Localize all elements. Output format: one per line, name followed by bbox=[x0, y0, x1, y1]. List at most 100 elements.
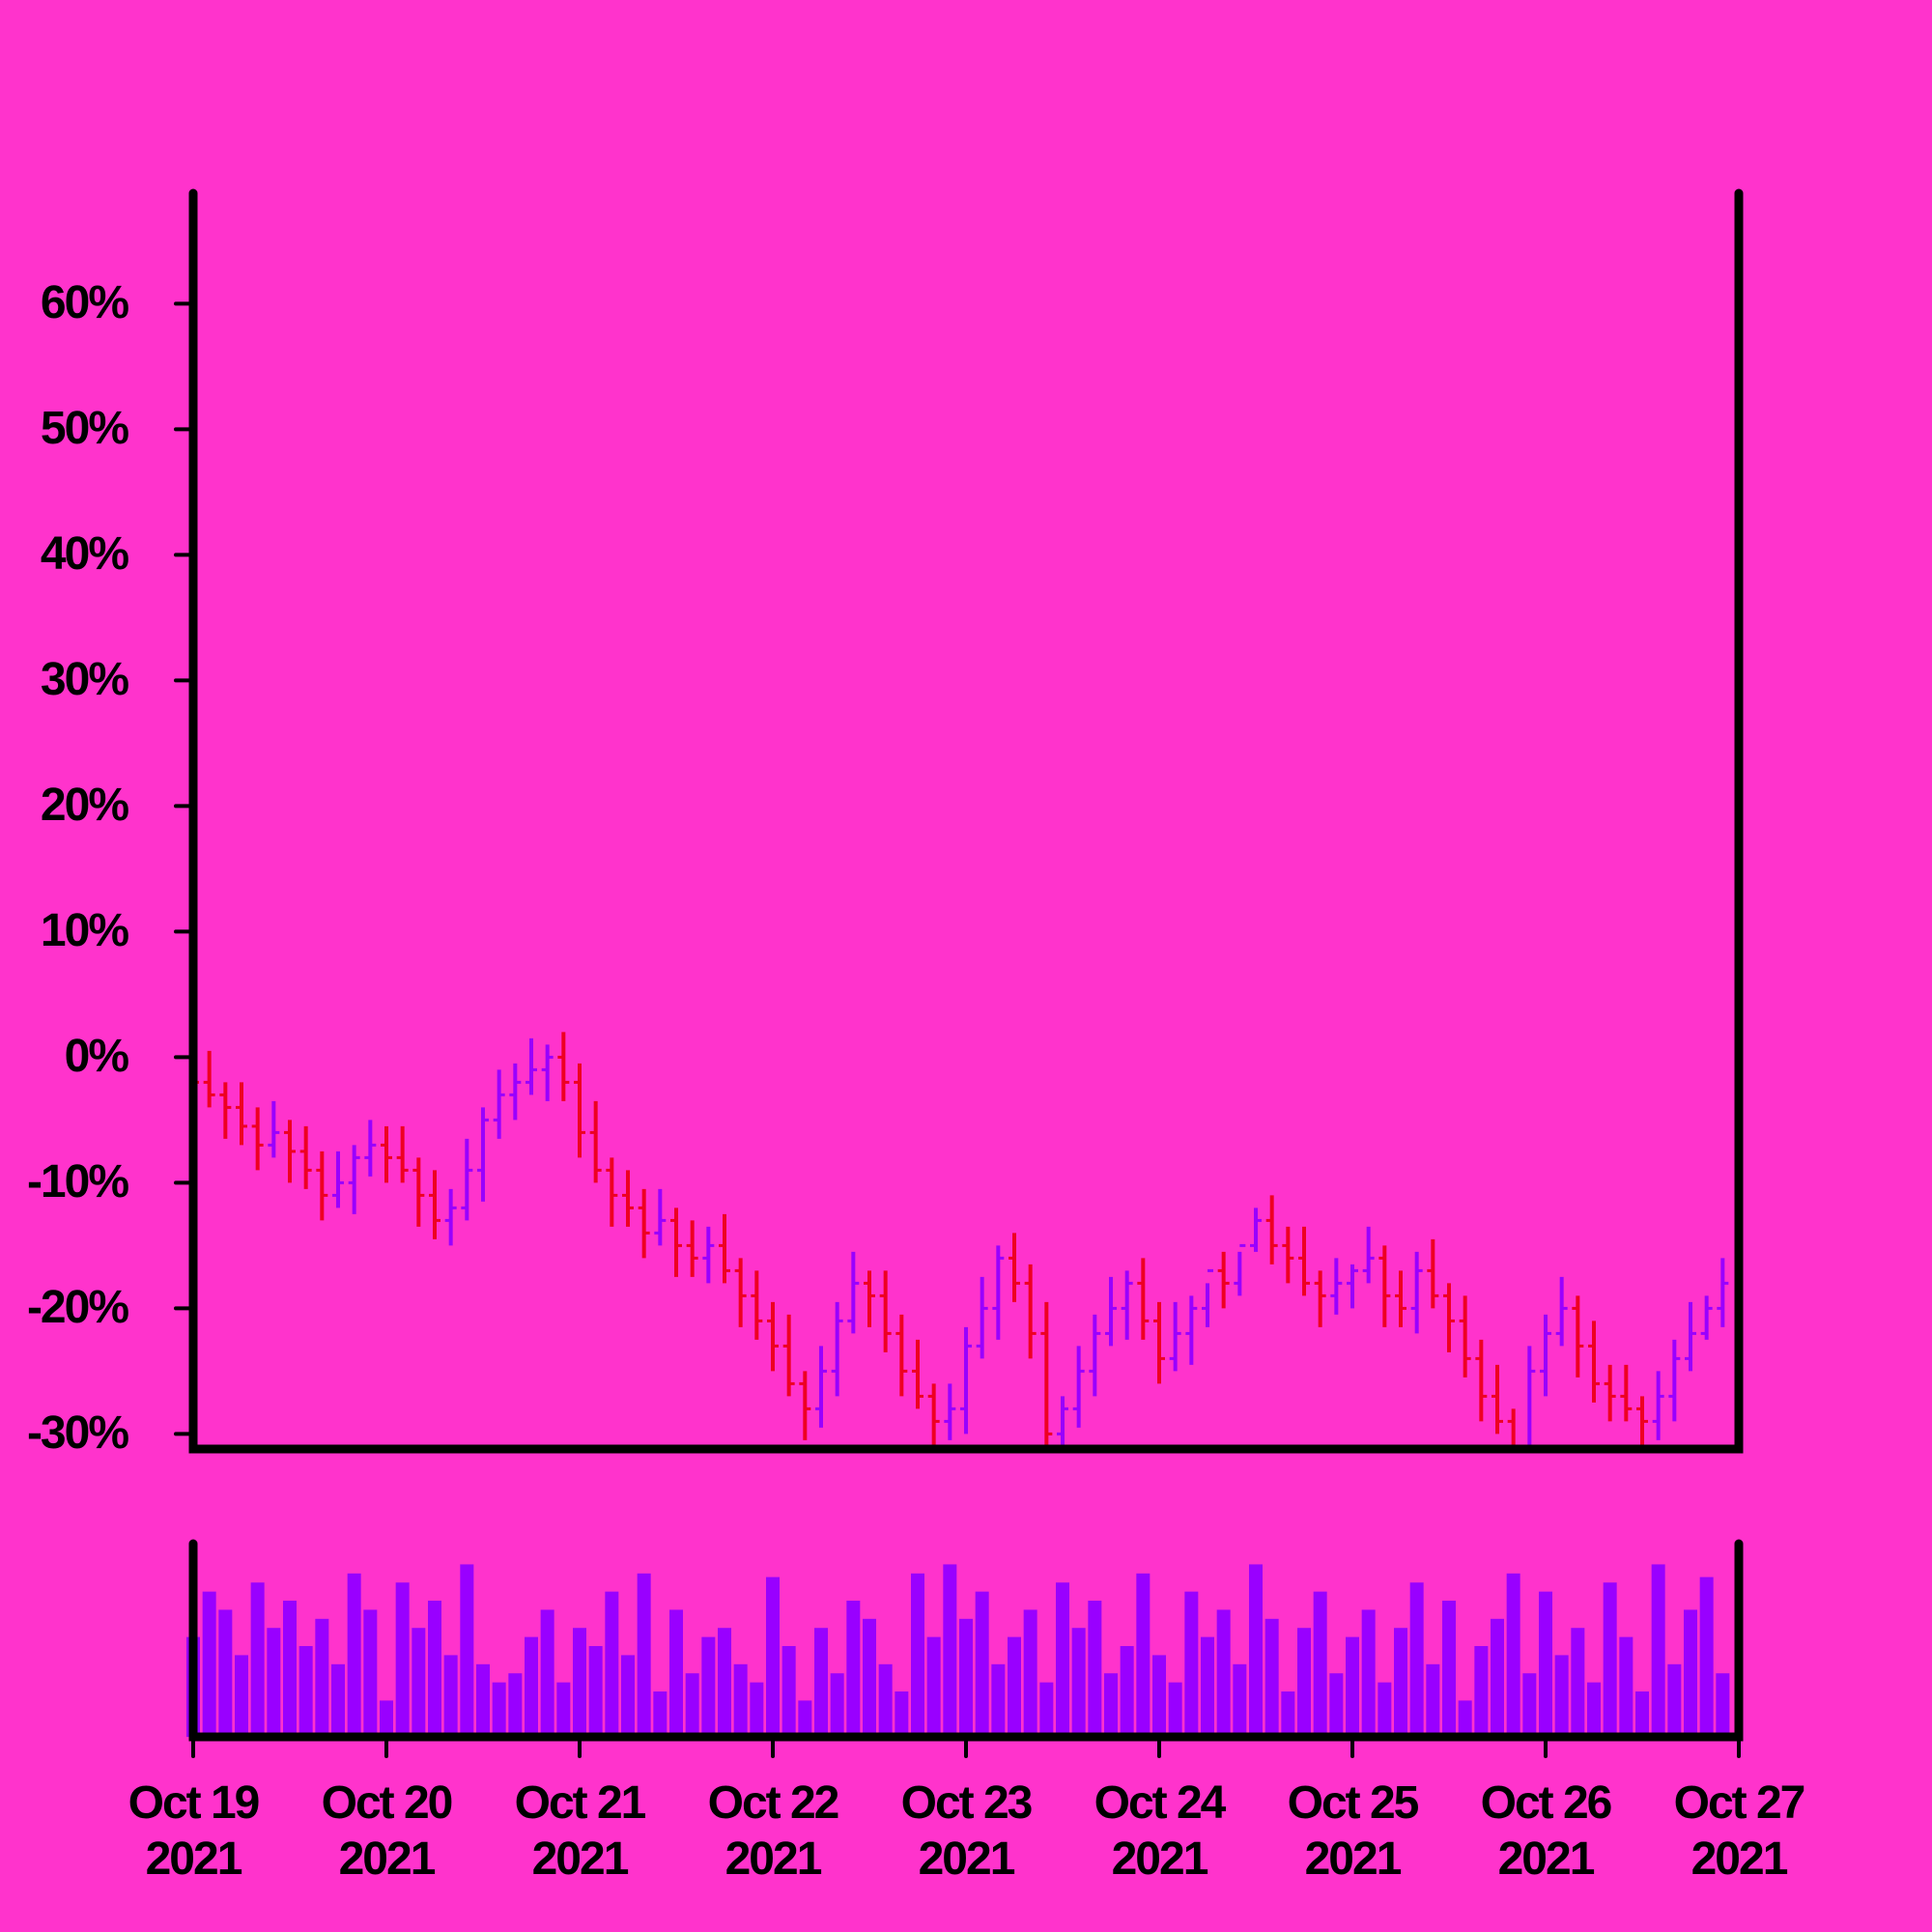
volume-bar bbox=[846, 1601, 861, 1737]
volume-bar bbox=[621, 1655, 635, 1737]
volume-bar bbox=[395, 1582, 410, 1737]
y-tick-label: -10% bbox=[26, 1156, 129, 1208]
volume-bar bbox=[1587, 1682, 1601, 1737]
volume-bar bbox=[218, 1609, 233, 1737]
volume-bar bbox=[798, 1700, 812, 1737]
volume-bar bbox=[1264, 1618, 1279, 1737]
volume-bar bbox=[556, 1682, 571, 1737]
volume-bar bbox=[943, 1564, 957, 1737]
volume-bar bbox=[298, 1646, 313, 1737]
volume-bar bbox=[443, 1655, 458, 1737]
volume-bar bbox=[1297, 1628, 1311, 1737]
volume-bar bbox=[508, 1673, 523, 1737]
volume-bar bbox=[1554, 1655, 1569, 1737]
volume-bar bbox=[766, 1577, 780, 1737]
volume-bar bbox=[428, 1601, 441, 1737]
x-tick-label: Oct 19 2021 bbox=[128, 1777, 261, 1885]
volume-bar bbox=[1136, 1573, 1151, 1737]
volume-bar bbox=[492, 1682, 506, 1737]
volume-bar bbox=[1603, 1582, 1617, 1737]
volume-bar bbox=[1023, 1609, 1037, 1737]
volume-bar bbox=[1491, 1618, 1504, 1737]
volume-bar bbox=[363, 1609, 378, 1737]
volume-bar bbox=[476, 1663, 490, 1737]
volume-bar bbox=[926, 1636, 941, 1737]
volume-bar bbox=[1409, 1582, 1424, 1737]
x-tick-label: Oct 23 2021 bbox=[900, 1777, 1034, 1885]
volume-bar bbox=[1474, 1646, 1489, 1737]
volume-bar bbox=[750, 1682, 764, 1737]
x-tick-label: Oct 21 2021 bbox=[514, 1777, 647, 1885]
y-tick-label: 10% bbox=[40, 905, 129, 957]
volume-bar bbox=[959, 1618, 973, 1737]
y-tick-label: 60% bbox=[40, 277, 129, 329]
volume-bar bbox=[1716, 1673, 1730, 1737]
y-tick-label: 30% bbox=[40, 654, 129, 706]
x-tick-label: Oct 24 2021 bbox=[1094, 1777, 1227, 1885]
volume-bar bbox=[1699, 1577, 1714, 1737]
volume-bar bbox=[202, 1591, 216, 1737]
volume-bar bbox=[1008, 1636, 1021, 1737]
volume-layer bbox=[186, 1564, 1730, 1737]
volume-bar bbox=[830, 1673, 844, 1737]
volume-bar bbox=[669, 1609, 683, 1737]
volume-bar bbox=[1426, 1663, 1440, 1737]
volume-bar bbox=[412, 1628, 426, 1737]
volume-bar bbox=[1571, 1628, 1585, 1737]
x-tick-label: Oct 27 2021 bbox=[1673, 1777, 1806, 1885]
volume-bar bbox=[1120, 1646, 1134, 1737]
volume-bar bbox=[1249, 1564, 1263, 1737]
volume-bar bbox=[1329, 1673, 1344, 1737]
volume-bar bbox=[718, 1628, 731, 1737]
volume-bar bbox=[1281, 1691, 1295, 1737]
volume-bar bbox=[863, 1618, 876, 1737]
volume-bar bbox=[1313, 1591, 1327, 1737]
volume-bar bbox=[331, 1663, 345, 1737]
x-tick-label: Oct 22 2021 bbox=[707, 1777, 840, 1885]
y-tick-label: -20% bbox=[26, 1282, 129, 1334]
volume-bar bbox=[1346, 1636, 1359, 1737]
volume-bar bbox=[588, 1646, 603, 1737]
volume-bar bbox=[653, 1691, 668, 1737]
volume-bar bbox=[540, 1609, 554, 1737]
volume-bar bbox=[1442, 1601, 1456, 1737]
volume-bar bbox=[283, 1601, 297, 1737]
volume-bar bbox=[1056, 1582, 1069, 1737]
volume-bar bbox=[1651, 1564, 1665, 1737]
volume-bar bbox=[685, 1673, 699, 1737]
volume-bar bbox=[1039, 1682, 1054, 1737]
volume-bar bbox=[637, 1573, 651, 1737]
volume-bar bbox=[895, 1691, 909, 1737]
ohlc-layer bbox=[193, 1032, 1729, 1449]
volume-bar bbox=[605, 1591, 619, 1737]
volume-bar bbox=[267, 1628, 281, 1737]
volume-bar bbox=[1168, 1682, 1182, 1737]
volume-bar bbox=[525, 1636, 538, 1737]
volume-bar bbox=[1071, 1628, 1086, 1737]
volume-bar bbox=[878, 1663, 893, 1737]
volume-bar bbox=[380, 1700, 393, 1737]
volume-bar bbox=[814, 1628, 828, 1737]
volume-bar bbox=[975, 1591, 989, 1737]
volume-bar bbox=[1201, 1636, 1214, 1737]
volume-bar bbox=[733, 1663, 748, 1737]
volume-bar bbox=[1667, 1663, 1682, 1737]
frame bbox=[174, 188, 1744, 1758]
volume-bar bbox=[911, 1573, 924, 1737]
volume-bar bbox=[1458, 1700, 1472, 1737]
y-tick-label: -30% bbox=[26, 1407, 129, 1460]
volume-bar bbox=[460, 1564, 474, 1737]
volume-bar bbox=[1539, 1591, 1552, 1737]
volume-bar bbox=[1619, 1636, 1634, 1737]
volume-bar bbox=[1152, 1655, 1166, 1737]
price-frame bbox=[188, 188, 1744, 1454]
volume-bar bbox=[315, 1618, 329, 1737]
volume-bar bbox=[250, 1582, 265, 1737]
y-tick-label: 50% bbox=[40, 403, 129, 455]
volume-bar bbox=[991, 1663, 1006, 1737]
volume-bar bbox=[1233, 1663, 1247, 1737]
x-tick-label: Oct 20 2021 bbox=[321, 1777, 454, 1885]
volume-bar bbox=[1684, 1609, 1697, 1737]
